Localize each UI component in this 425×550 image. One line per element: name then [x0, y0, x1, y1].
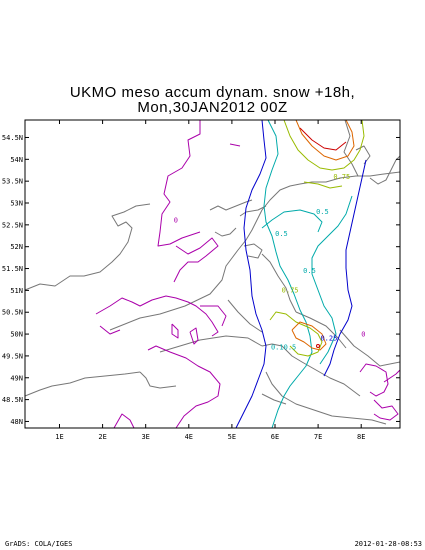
coastline-segment — [261, 393, 287, 405]
contour-labels: 0 0.75 0.5 0.5 0.5 0.75 0.25 0.10.5 0 — [174, 173, 366, 351]
lat-tick-label: 54.5N — [2, 134, 23, 142]
contour-0 — [113, 413, 135, 429]
lon-tick-label: 5E — [228, 433, 236, 441]
contour-value-label: 0.75 — [282, 287, 299, 295]
coastline-segment — [24, 371, 141, 397]
lat-tick-label: 48N — [10, 418, 23, 426]
lat-tick-label: 49.5N — [2, 352, 23, 360]
lat-tick-label: 50N — [10, 331, 23, 339]
chart-title: UKMO meso accum dynam. snow +18h, — [69, 84, 356, 101]
coastline-segment — [355, 145, 371, 165]
contour-value-label: 0.75 — [333, 173, 350, 181]
lat-tick-label: 52N — [10, 243, 23, 251]
coastline-segment — [214, 227, 237, 237]
contour-075-north — [283, 119, 365, 171]
coastline-segment — [139, 371, 177, 389]
contour-075-band — [303, 181, 343, 189]
contour-value-label: 0.10.5 — [271, 343, 296, 351]
lon-tick-label: 7E — [314, 433, 322, 441]
contour-0 — [147, 345, 221, 429]
axis-ticks: 1E 2E 3E 4E 5E 6E 7E 8E 48N 48.5N 49N 49.5N 50N 50.5N… — [2, 120, 400, 441]
lon-tick-label: 6E — [271, 433, 279, 441]
footer-timestamp: 2012-01-28-08:53 — [354, 540, 422, 548]
contour-1-north — [295, 119, 355, 161]
lon-tick-label: 4E — [185, 433, 193, 441]
coastline-segment — [24, 203, 151, 291]
chart-subtitle: Mon,30JAN2012 00Z — [137, 99, 288, 116]
contour-05-outer — [263, 119, 313, 429]
snow-contours — [95, 119, 401, 429]
coastline-segment — [261, 343, 361, 397]
contour-value-label: 0.5 — [303, 267, 316, 275]
coastline-segment — [209, 199, 253, 211]
contour-0 — [171, 323, 179, 339]
contour-value-label: 0.25 — [320, 335, 337, 343]
contour-value-label: 0.5 — [316, 208, 329, 216]
contour-0 — [189, 327, 199, 345]
lat-tick-label: 51N — [10, 287, 23, 295]
contour-025-west — [235, 119, 267, 429]
lat-tick-label: 52.5N — [2, 221, 23, 229]
contour-0 — [95, 295, 219, 337]
lon-tick-label: 3E — [141, 433, 149, 441]
contour-0 — [383, 369, 401, 383]
contour-0 — [359, 363, 389, 397]
coastline-segment — [109, 171, 401, 331]
coastline-segment — [159, 335, 263, 353]
footer-credit: GrADS: COLA/IGES — [5, 540, 73, 548]
coastline-segment — [295, 311, 347, 349]
contour-05-east — [311, 195, 353, 365]
contour-025-east — [323, 159, 367, 377]
coastline-segment — [261, 253, 297, 313]
lat-tick-label: 50.5N — [2, 309, 23, 317]
lat-tick-label: 53.5N — [2, 178, 23, 186]
lat-tick-label: 53N — [10, 200, 23, 208]
lon-tick-label: 1E — [55, 433, 63, 441]
contour-075-south — [269, 311, 323, 357]
coastline-segment — [369, 155, 401, 185]
contour-0 — [99, 325, 121, 335]
contour-0 — [157, 120, 201, 247]
contour-0 — [173, 237, 219, 283]
coastline-segment — [343, 119, 359, 177]
lat-tick-label: 51.5N — [2, 265, 23, 273]
coastline-segment — [243, 243, 263, 259]
contour-0 — [229, 143, 241, 147]
contour-value-label: 0 — [174, 217, 178, 225]
coastline-segment — [339, 329, 401, 367]
contour-2-north — [299, 127, 347, 151]
coastlines-borders — [24, 119, 401, 425]
contour-value-label: 0.5 — [275, 230, 288, 238]
lat-tick-label: 48.5N — [2, 396, 23, 404]
contour-value-label: 0 — [361, 330, 365, 338]
plot-frame — [24, 119, 401, 429]
lon-tick-label: 2E — [98, 433, 106, 441]
contour-1-south — [291, 321, 327, 351]
lat-tick-label: 49N — [10, 374, 23, 382]
contour-max-point — [316, 344, 320, 348]
coastline-segment — [265, 371, 387, 425]
contour-05-loop — [261, 209, 323, 233]
lat-tick-label: 54N — [10, 156, 23, 164]
coastline-segment — [239, 205, 267, 217]
contour-0 — [200, 305, 227, 327]
lon-tick-label: 8E — [357, 433, 365, 441]
contour-0 — [373, 399, 399, 421]
coastline-segment — [227, 299, 263, 333]
